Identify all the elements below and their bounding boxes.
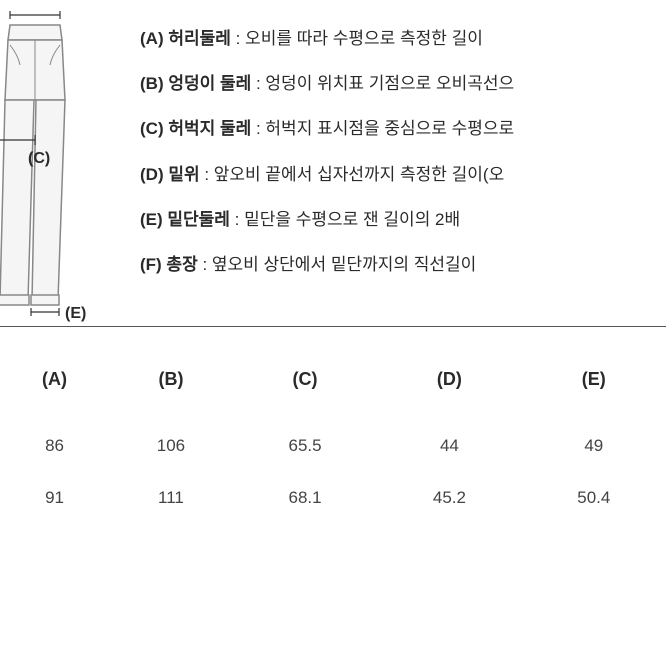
def-text: : 엉덩이 위치표 기점으로 오비곡선으 — [251, 74, 514, 93]
cell: 65.5 — [233, 420, 377, 472]
cell: 86 — [0, 420, 109, 472]
pants-illustration: (C) (E) — [0, 20, 120, 296]
def-label: (C) 허벅지 둘레 — [140, 119, 251, 138]
definition-b: (B) 엉덩이 둘레 : 엉덩이 위치표 기점으로 오비곡선으 — [140, 70, 666, 97]
def-text: : 앞오비 끝에서 십자선까지 측정한 길이(오 — [200, 165, 505, 184]
def-label: (A) 허리둘레 — [140, 29, 231, 48]
definitions-list: (A) 허리둘레 : 오비를 따라 수평으로 측정한 길이 (B) 엉덩이 둘레… — [120, 20, 666, 296]
cell: 68.1 — [233, 472, 377, 524]
table-row: 86 106 65.5 44 49 — [0, 420, 666, 472]
illustration-label-e: (E) — [65, 305, 86, 323]
cell: 50.4 — [522, 472, 666, 524]
col-header-d: (D) — [377, 357, 521, 420]
cell: 111 — [109, 472, 233, 524]
definition-c: (C) 허벅지 둘레 : 허벅지 표시점을 중심으로 수평으로 — [140, 115, 666, 142]
table-row: 91 111 68.1 45.2 50.4 — [0, 472, 666, 524]
cell: 45.2 — [377, 472, 521, 524]
col-header-b: (B) — [109, 357, 233, 420]
cell: 49 — [522, 420, 666, 472]
top-section: (C) (E) (A) 허리둘레 : 오비를 따라 수평으로 측정한 길이 (B… — [0, 0, 666, 326]
definition-d: (D) 밑위 : 앞오비 끝에서 십자선까지 측정한 길이(오 — [140, 161, 666, 188]
pants-diagram — [0, 10, 100, 330]
def-text: : 밑단을 수평으로 잰 길이의 2배 — [230, 210, 460, 229]
def-text: : 허벅지 표시점을 중심으로 수평으로 — [251, 119, 514, 138]
col-header-c: (C) — [233, 357, 377, 420]
def-label: (B) 엉덩이 둘레 — [140, 74, 251, 93]
table-header-row: (A) (B) (C) (D) (E) — [0, 357, 666, 420]
def-text: : 옆오비 상단에서 밑단까지의 직선길이 — [198, 255, 477, 274]
cell: 106 — [109, 420, 233, 472]
definition-f: (F) 총장 : 옆오비 상단에서 밑단까지의 직선길이 — [140, 251, 666, 278]
illustration-label-c: (C) — [28, 150, 50, 168]
cell: 44 — [377, 420, 521, 472]
col-header-a: (A) — [0, 357, 109, 420]
def-text: : 오비를 따라 수평으로 측정한 길이 — [231, 29, 483, 48]
def-label: (D) 밑위 — [140, 165, 200, 184]
definition-e: (E) 밑단둘레 : 밑단을 수평으로 잰 길이의 2배 — [140, 206, 666, 233]
cell: 91 — [0, 472, 109, 524]
def-label: (E) 밑단둘레 — [140, 210, 230, 229]
definition-a: (A) 허리둘레 : 오비를 따라 수평으로 측정한 길이 — [140, 25, 666, 52]
def-label: (F) 총장 — [140, 255, 198, 274]
size-table: (A) (B) (C) (D) (E) 86 106 65.5 44 49 91… — [0, 357, 666, 524]
size-table-section: (A) (B) (C) (D) (E) 86 106 65.5 44 49 91… — [0, 326, 666, 524]
col-header-e: (E) — [522, 357, 666, 420]
